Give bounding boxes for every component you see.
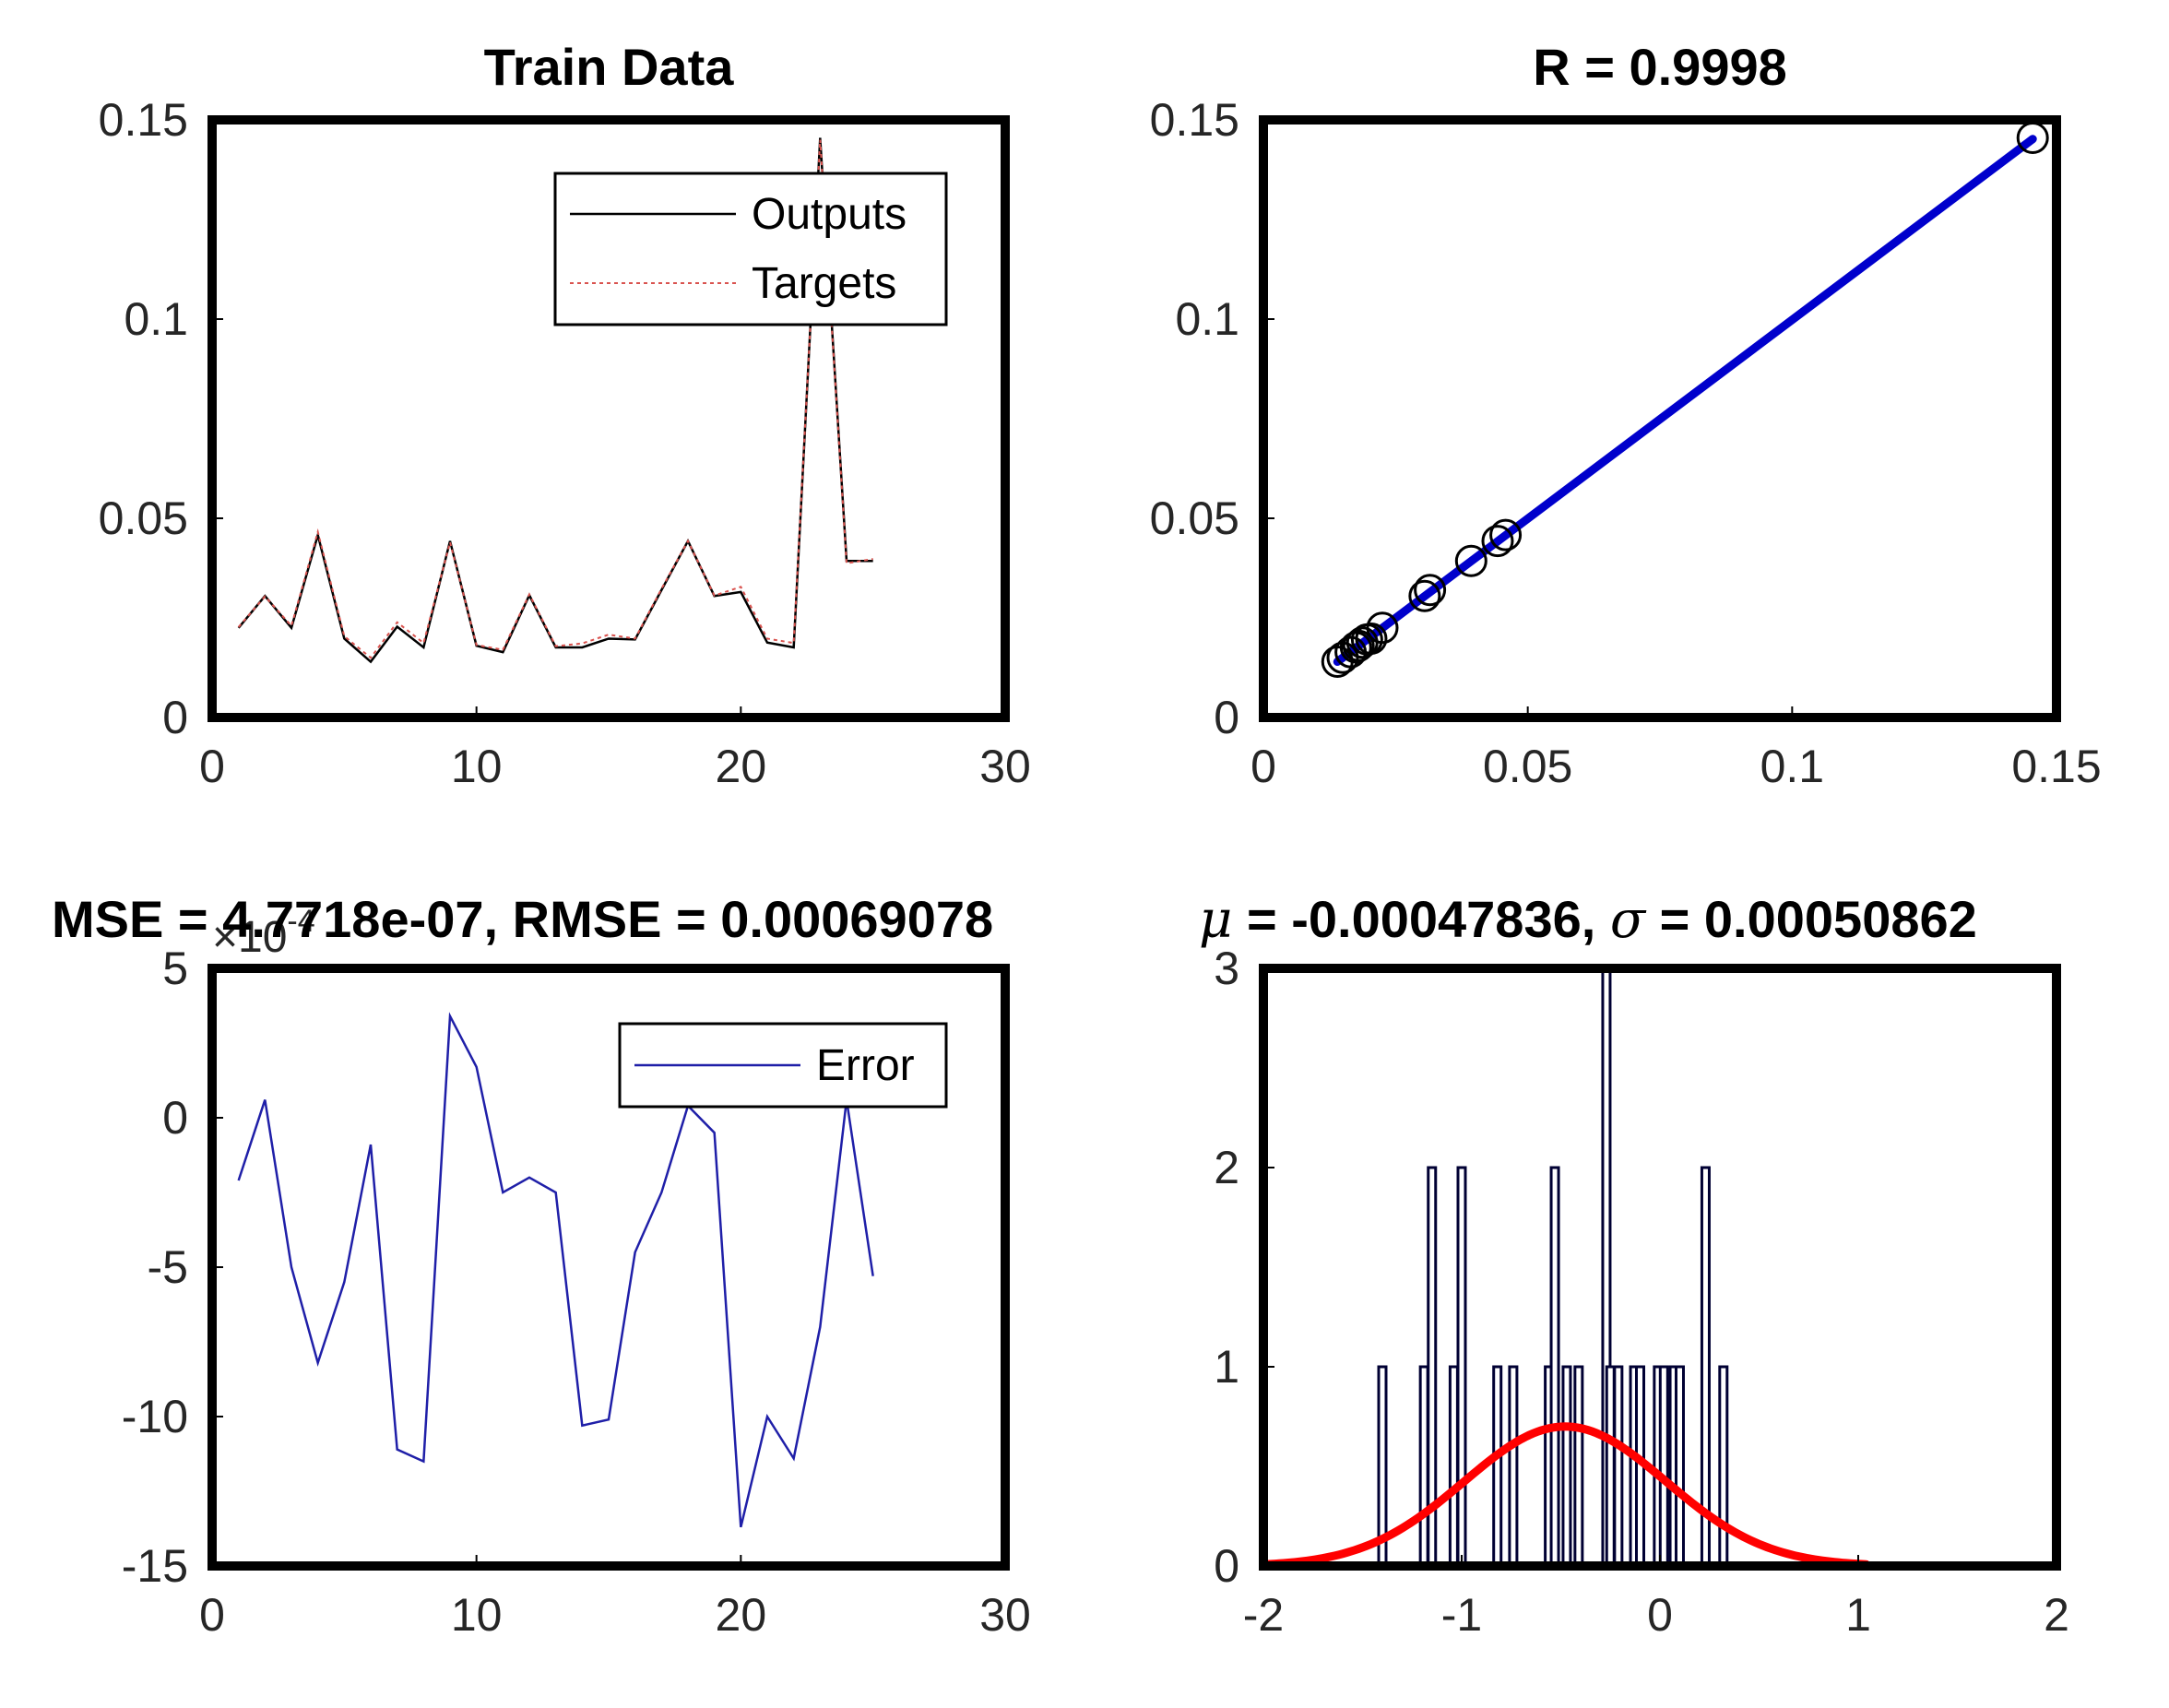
train-chart-title: Train Data bbox=[484, 38, 735, 96]
histogram-x-tick-label: 0 bbox=[1647, 1589, 1673, 1641]
error-y-tick-label: -5 bbox=[148, 1241, 188, 1293]
histogram-panel: -2 -1 0 1 2 0 1 2 3 μ = -0.00047836, σ = 0.0005… bbox=[1199, 890, 2069, 1641]
error-y-ticks: -15 -10 -5 0 5 bbox=[122, 943, 223, 1592]
error-y-tick-label: -10 bbox=[122, 1391, 188, 1442]
histogram-y-tick-label: 3 bbox=[1214, 943, 1239, 994]
train-y-tick-label: 0.05 bbox=[99, 492, 188, 544]
error-y-exponent: ×10-4 bbox=[212, 904, 315, 962]
train-y-tick-label: 0.1 bbox=[124, 293, 188, 345]
train-line-outputs bbox=[237, 137, 873, 664]
histogram-bar bbox=[1573, 1365, 1584, 1568]
train-line-targets bbox=[237, 139, 873, 659]
error-y-tick-label: -15 bbox=[122, 1540, 188, 1592]
regression-y-tick-label: 0.15 bbox=[1150, 94, 1239, 146]
regression-panel: R = 0.9998 0 0.05 0.1 0.15 0 0.05 0.1 0.15 bbox=[1150, 38, 2102, 792]
error-y-tick-label: 5 bbox=[162, 943, 188, 994]
error-x-ticks: 0 10 20 30 bbox=[199, 1555, 1031, 1641]
histogram-bar bbox=[1675, 1365, 1685, 1568]
regression-chart-title: R = 0.9998 bbox=[1533, 38, 1787, 96]
histogram-y-tick-label: 0 bbox=[1214, 1540, 1239, 1592]
error-series-group bbox=[237, 1012, 874, 1528]
histogram-bar bbox=[1718, 1365, 1729, 1568]
error-x-tick-label: 10 bbox=[451, 1589, 503, 1641]
histogram-x-tick-label: -2 bbox=[1243, 1589, 1284, 1641]
regression-marks-group bbox=[1321, 121, 2049, 679]
histogram-x-tick-label: -1 bbox=[1441, 1589, 1482, 1641]
histogram-x-tick-label: 2 bbox=[2044, 1589, 2069, 1641]
train-series-group bbox=[237, 137, 873, 664]
regression-point bbox=[1408, 579, 1441, 612]
train-legend: Outputs Targets bbox=[553, 172, 948, 326]
regression-point bbox=[1454, 544, 1487, 577]
regression-y-tick-label: 0.05 bbox=[1150, 492, 1239, 544]
error-x-tick-label: 20 bbox=[716, 1589, 767, 1641]
sigma-value: = 0.00050862 bbox=[1645, 890, 1977, 948]
error-x-tick-label: 30 bbox=[979, 1589, 1031, 1641]
exponent-power: -4 bbox=[287, 904, 314, 939]
regression-axes-box bbox=[1259, 115, 2061, 722]
histogram-bar bbox=[1605, 1365, 1616, 1568]
mu-value: = -0.00047836, bbox=[1232, 890, 1609, 948]
regression-x-tick-label: 0 bbox=[1250, 741, 1276, 792]
histogram-y-tick-label: 2 bbox=[1214, 1142, 1239, 1193]
regression-point bbox=[1355, 622, 1388, 655]
error-x-tick-label: 0 bbox=[199, 1589, 225, 1641]
train-x-tick-label: 10 bbox=[451, 741, 503, 792]
histogram-bar bbox=[1613, 1365, 1624, 1568]
normal-fit-curve bbox=[1259, 1422, 1871, 1569]
train-x-tick-label: 0 bbox=[199, 741, 225, 792]
legend-error-label: Error bbox=[816, 1041, 915, 1090]
histogram-bar bbox=[1508, 1365, 1519, 1568]
train-y-tick-label: 0 bbox=[162, 692, 188, 743]
histogram-bar bbox=[1418, 1365, 1429, 1568]
histogram-bar bbox=[1448, 1365, 1459, 1568]
train-y-tick-label: 0.15 bbox=[99, 94, 188, 146]
histogram-y-tick-label: 1 bbox=[1214, 1341, 1239, 1393]
regression-fit-line bbox=[1333, 135, 2037, 667]
sigma-symbol: σ bbox=[1610, 890, 1647, 950]
histogram-bar bbox=[1561, 1365, 1572, 1568]
regression-point bbox=[1481, 525, 1514, 558]
train-axes-box bbox=[207, 115, 1010, 722]
regression-x-tick-label: 0.1 bbox=[1760, 741, 1825, 792]
histogram-x-ticks: -2 -1 0 1 2 bbox=[1243, 1555, 2069, 1641]
regression-x-tick-label: 0.05 bbox=[1483, 741, 1572, 792]
regression-y-tick-label: 0.1 bbox=[1175, 293, 1239, 345]
error-line bbox=[237, 1012, 874, 1528]
histogram-marks-group bbox=[1259, 967, 1871, 1569]
histogram-bar bbox=[1658, 1365, 1669, 1568]
regression-y-ticks: 0 0.05 0.1 0.15 bbox=[1150, 94, 1274, 743]
error-y-tick-label: 0 bbox=[162, 1092, 188, 1144]
regression-x-tick-label: 0.15 bbox=[2011, 741, 2101, 792]
regression-point bbox=[1414, 574, 1447, 607]
histogram-x-tick-label: 1 bbox=[1845, 1589, 1871, 1641]
train-x-tick-label: 30 bbox=[979, 741, 1031, 792]
regression-x-ticks: 0 0.05 0.1 0.15 bbox=[1250, 706, 2102, 792]
train-y-ticks: 0 0.05 0.1 0.15 bbox=[99, 94, 223, 743]
histogram-bar bbox=[1456, 1166, 1467, 1568]
legend-targets-label: Targets bbox=[752, 259, 896, 308]
regression-y-tick-label: 0 bbox=[1214, 692, 1239, 743]
histogram-bar bbox=[1549, 1166, 1560, 1568]
train-x-tick-label: 20 bbox=[716, 741, 767, 792]
legend-outputs-label: Outputs bbox=[752, 190, 907, 239]
histogram-chart-title: μ = -0.00047836, σ = 0.00050862 bbox=[1199, 890, 1977, 950]
train-x-ticks: 0 10 20 30 bbox=[199, 706, 1031, 792]
regression-point bbox=[1489, 518, 1523, 552]
error-legend: Error bbox=[618, 1022, 948, 1109]
error-chart-title: MSE = 4.7718e-07, RMSE = 0.00069078 bbox=[52, 890, 993, 948]
exponent-base: ×10 bbox=[212, 913, 287, 962]
train-data-panel: Train Data 0 10 20 30 0 0.05 0.1 0.15 Outputs … bbox=[99, 38, 1031, 792]
mu-symbol: μ bbox=[1199, 890, 1232, 950]
regression-point bbox=[1366, 611, 1399, 645]
histogram-y-ticks: 0 1 2 3 bbox=[1214, 943, 1274, 1592]
error-panel: 0 10 20 30 -15 -10 -5 0 5 ×10-4 MSE = 4.7718e-0… bbox=[52, 890, 1031, 1641]
train-legend-box bbox=[553, 172, 948, 326]
histogram-bar bbox=[1492, 1365, 1503, 1568]
